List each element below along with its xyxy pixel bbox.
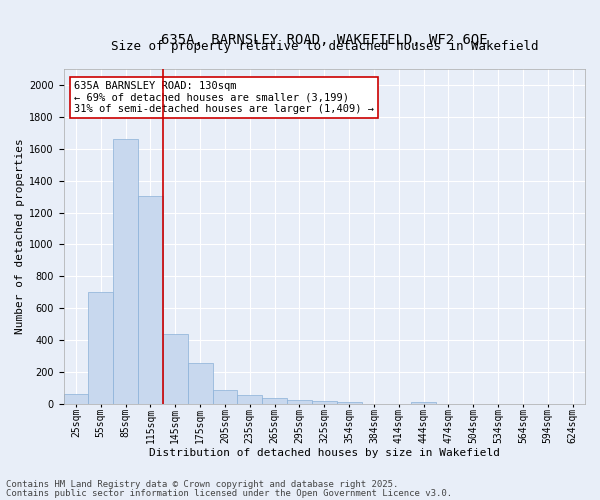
Bar: [238, 395, 262, 404]
Bar: [138, 196, 163, 404]
Bar: [262, 398, 287, 404]
Bar: [188, 364, 212, 404]
Bar: [64, 394, 88, 404]
Y-axis label: Number of detached properties: Number of detached properties: [15, 138, 25, 334]
Text: Contains public sector information licensed under the Open Government Licence v3: Contains public sector information licen…: [6, 488, 452, 498]
Bar: [163, 334, 188, 404]
Text: 635A BARNSLEY ROAD: 130sqm
← 69% of detached houses are smaller (3,199)
31% of s: 635A BARNSLEY ROAD: 130sqm ← 69% of deta…: [74, 80, 374, 114]
Bar: [88, 292, 113, 404]
Title: Size of property relative to detached houses in Wakefield: Size of property relative to detached ho…: [110, 40, 538, 52]
Text: 635A, BARNSLEY ROAD, WAKEFIELD, WF2 6QE: 635A, BARNSLEY ROAD, WAKEFIELD, WF2 6QE: [161, 34, 488, 48]
Bar: [287, 400, 312, 404]
Bar: [312, 401, 337, 404]
Bar: [212, 390, 238, 404]
Bar: [411, 402, 436, 404]
Bar: [337, 402, 362, 404]
X-axis label: Distribution of detached houses by size in Wakefield: Distribution of detached houses by size …: [149, 448, 500, 458]
Text: Contains HM Land Registry data © Crown copyright and database right 2025.: Contains HM Land Registry data © Crown c…: [6, 480, 398, 489]
Bar: [113, 139, 138, 404]
